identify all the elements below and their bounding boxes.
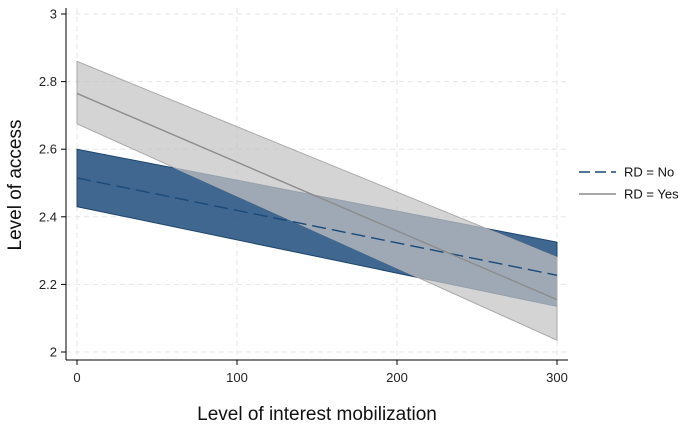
y-axis-title: Level of access [5, 120, 26, 251]
x-tick-label: 300 [546, 370, 568, 385]
confidence-bands [76, 60, 558, 341]
tick-labels: 2 2.2 2.4 2.6 2.8 3 0 100 200 300 [39, 7, 568, 386]
x-tick-label: 200 [386, 370, 408, 385]
series-line-2 [76, 92, 558, 301]
legend: RD = No RD = Yes [579, 165, 679, 202]
series-lines [76, 92, 558, 301]
y-tick-label: 2 [50, 345, 57, 360]
y-tick-label: 3 [50, 7, 57, 22]
axes [61, 8, 568, 365]
ci-band-2 [76, 60, 558, 341]
x-tick-label: 0 [73, 370, 80, 385]
y-tick-label: 2.8 [39, 74, 57, 89]
x-axis-title: Level of interest mobilization [197, 404, 437, 425]
legend-label-1: RD = No [624, 165, 674, 180]
series-line-1 [76, 177, 558, 276]
legend-label-2: RD = Yes [624, 187, 679, 202]
y-tick-label: 2.4 [39, 209, 57, 224]
y-tick-label: 2.2 [39, 277, 57, 292]
y-tick-label: 2.6 [39, 142, 57, 157]
x-tick-label: 100 [226, 370, 248, 385]
